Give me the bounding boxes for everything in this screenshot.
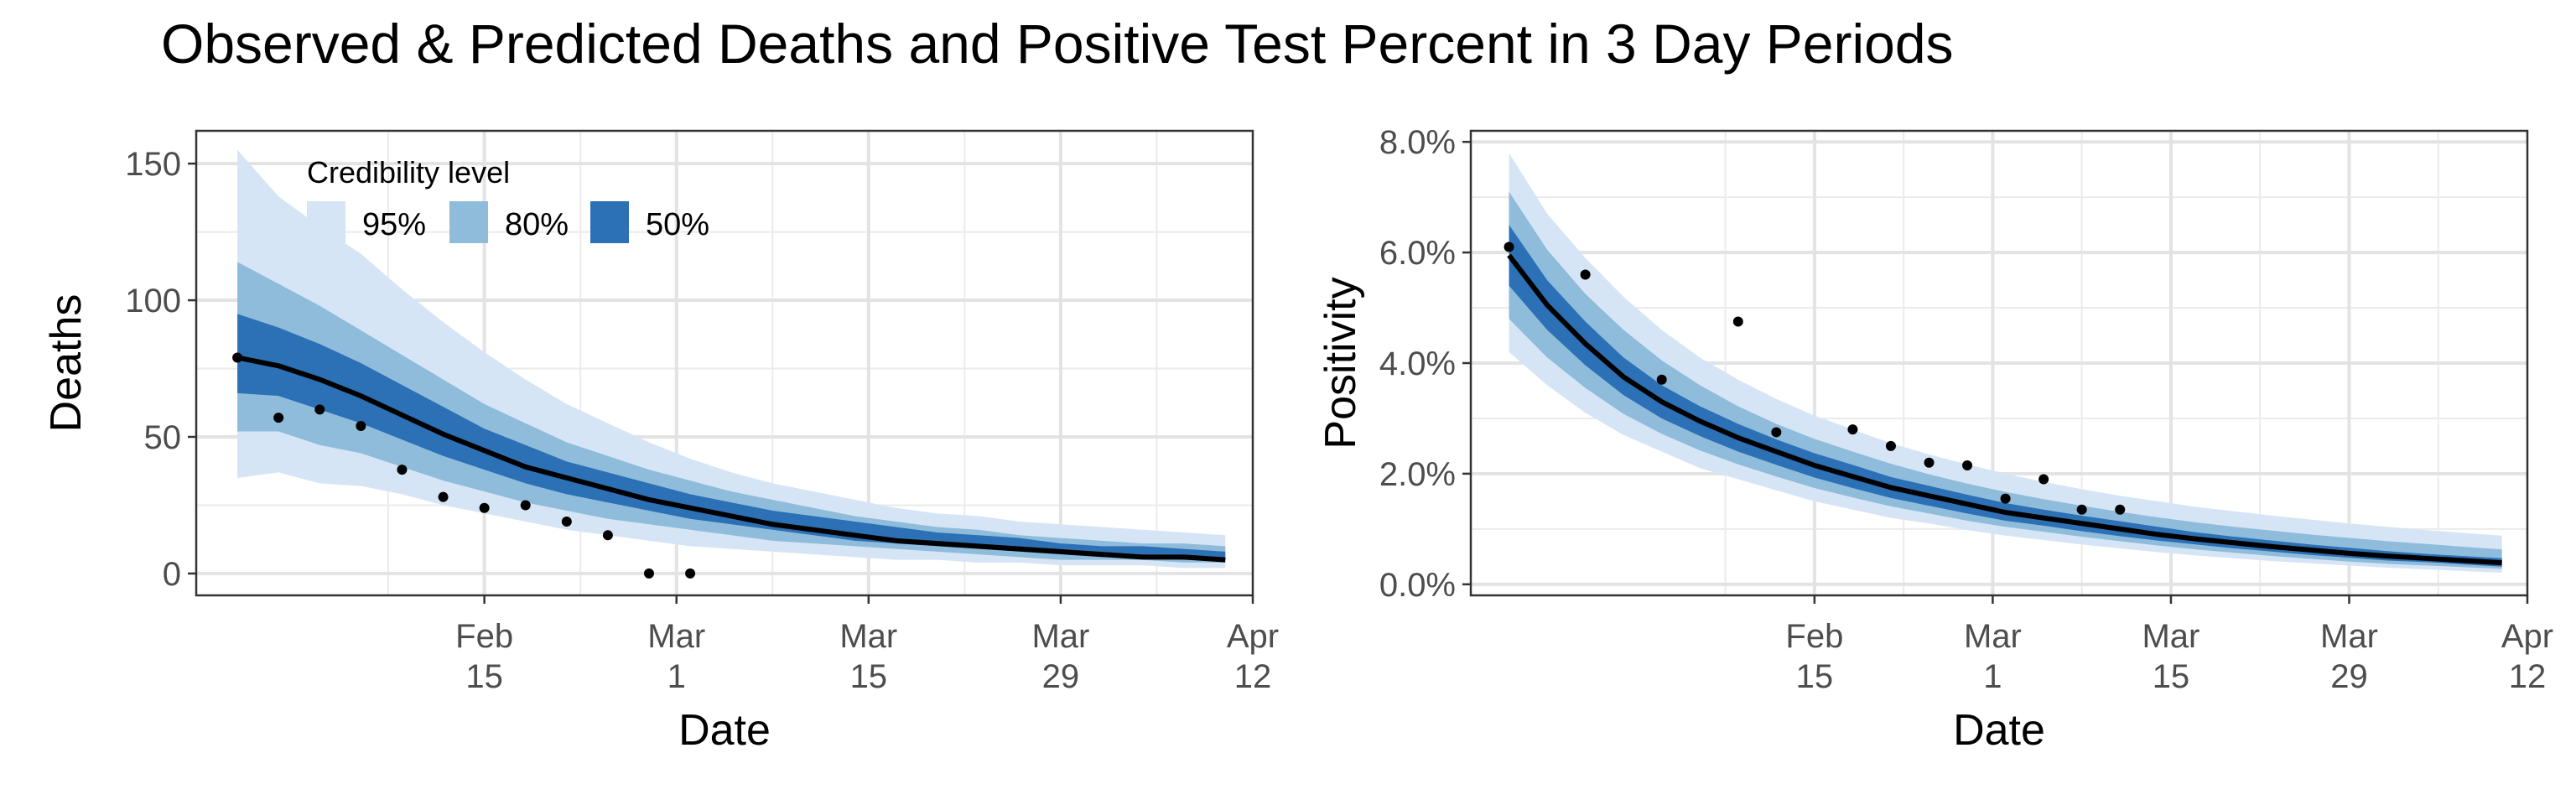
observed-point xyxy=(2115,504,2126,515)
x-axis-title: Date xyxy=(678,706,771,755)
x-tick-label: 15 xyxy=(465,658,503,695)
observed-point xyxy=(1732,316,1743,327)
observed-point xyxy=(1771,427,1782,438)
y-tick-label: 2.0% xyxy=(1379,456,1456,493)
y-tick-label: 0.0% xyxy=(1379,567,1456,604)
x-tick-label: 15 xyxy=(850,658,888,695)
band-50 xyxy=(237,314,1226,560)
legend: Credibility level 95% 80% 50% xyxy=(307,155,709,243)
observed-point xyxy=(232,352,243,363)
observed-point xyxy=(2076,504,2087,515)
x-tick-label: 12 xyxy=(2509,658,2547,695)
observed-point xyxy=(1847,424,1858,435)
band-80 xyxy=(237,262,1226,563)
x-tick-label: Feb xyxy=(455,618,513,655)
median-line xyxy=(1507,253,2502,566)
legend-label: 50% xyxy=(646,207,709,242)
y-tick-label: 50 xyxy=(144,419,182,456)
x-tick-label: 15 xyxy=(1796,658,1834,695)
legend-label: 80% xyxy=(505,207,569,242)
y-tick-label: 4.0% xyxy=(1379,345,1456,382)
x-tick-label: Mar xyxy=(2142,618,2199,655)
x-tick-label: Mar xyxy=(1031,618,1089,655)
x-tick-label: Mar xyxy=(647,618,705,655)
legend-swatch xyxy=(449,201,488,243)
x-tick-label: Apr xyxy=(2501,618,2553,655)
x-axis-title: Date xyxy=(1953,706,2045,755)
observed-point xyxy=(1962,460,1973,471)
median-line xyxy=(236,355,1226,563)
y-tick-label: 0 xyxy=(163,556,181,593)
y-axis-title: Positivity xyxy=(1317,277,1365,449)
legend-title: Credibility level xyxy=(307,155,510,190)
y-tick-label: 100 xyxy=(125,283,181,319)
observed-point xyxy=(2038,474,2049,485)
x-tick-label: Apr xyxy=(1227,618,1279,655)
observed-point xyxy=(356,420,366,431)
observed-point xyxy=(397,465,408,475)
observed-point xyxy=(644,568,654,579)
y-tick-label: 150 xyxy=(125,146,181,183)
y-tick-label: 6.0% xyxy=(1379,235,1456,272)
legend-swatch xyxy=(590,201,629,243)
x-tick-label: Mar xyxy=(1964,618,2022,655)
observed-point xyxy=(2000,493,2011,504)
observed-point xyxy=(685,568,696,579)
x-tick-label: 29 xyxy=(1042,658,1080,695)
panel-positivity: 0.0%2.0%4.0%6.0%8.0%Feb15Mar1Mar15Mar29A… xyxy=(1317,124,2553,755)
observed-point xyxy=(479,502,490,513)
x-tick-label: 29 xyxy=(2330,658,2368,695)
observed-point xyxy=(520,500,531,511)
observed-point xyxy=(314,404,325,415)
observed-point xyxy=(561,517,572,527)
x-tick-label: Feb xyxy=(1785,618,1843,655)
observed-point xyxy=(438,491,449,502)
x-tick-label: Mar xyxy=(839,618,897,655)
y-axis-title: Deaths xyxy=(42,294,91,433)
observed-point xyxy=(1885,440,1896,451)
observed-point xyxy=(602,530,613,541)
figure-title: Observed & Predicted Deaths and Positive… xyxy=(161,13,1954,75)
observed-point xyxy=(1924,457,1935,468)
observed-point xyxy=(1656,374,1667,385)
observed-point xyxy=(273,413,284,423)
x-tick-label: 15 xyxy=(2153,658,2190,695)
x-tick-label: 12 xyxy=(1234,658,1272,695)
band-80 xyxy=(1509,191,2502,569)
y-tick-label: 8.0% xyxy=(1379,124,1456,161)
legend-label: 95% xyxy=(362,207,426,242)
x-tick-label: Mar xyxy=(2320,618,2378,655)
panel-border xyxy=(195,129,1254,597)
band-50 xyxy=(1509,225,2502,567)
x-tick-label: 1 xyxy=(667,658,686,695)
x-tick-label: 1 xyxy=(1983,658,2002,695)
observed-point xyxy=(1504,242,1514,252)
observed-point xyxy=(1580,269,1591,280)
legend-swatch xyxy=(307,201,345,243)
